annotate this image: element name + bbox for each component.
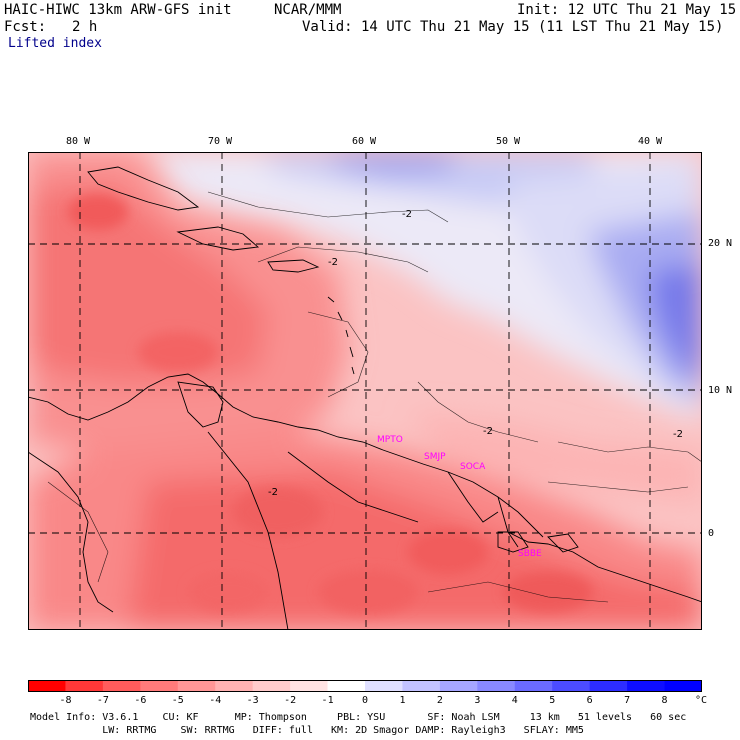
colorbar-cell (552, 680, 591, 692)
init-time: Init: 12 UTC Thu 21 May 15 (517, 2, 737, 18)
colorbar-cell (327, 680, 366, 692)
colorbar-tick-label: -7 (96, 695, 109, 706)
colorbar-cell (290, 680, 329, 692)
forecast-hours: 2 h (72, 19, 98, 35)
colorbar-cell (664, 680, 702, 692)
colorbar-tick-label: -3 (246, 695, 259, 706)
station-label: MPTO (377, 435, 403, 445)
colorbar-cell (477, 680, 516, 692)
model-info-line2: LW: RRTMG SW: RRTMG DIFF: full KM: 2D Sm… (30, 725, 584, 736)
colorbar-cell (252, 680, 291, 692)
colorbar-tick-label: 0 (362, 695, 369, 706)
colorbar-tick-label: 1 (399, 695, 406, 706)
model-info-line1: Model Info: V3.6.1 CU: KF MP: Thompson P… (30, 712, 687, 723)
colorbar-cell (627, 680, 666, 692)
colorbar-cell (140, 680, 179, 692)
colorbar-tick-label: 2 (436, 695, 443, 706)
field-name: Lifted index (8, 36, 102, 51)
lon-label-70w: 70 W (208, 136, 233, 147)
valid-time: Valid: 14 UTC Thu 21 May 15 (11 LST Thu … (302, 19, 724, 35)
colorbar-cell (28, 680, 66, 692)
colorbar-cell (215, 680, 254, 692)
station-label: SOCA (460, 462, 486, 472)
colorbar-cell (65, 680, 104, 692)
colorbar-tick-label: -5 (171, 695, 184, 706)
colorbar-tick-label: -8 (59, 695, 72, 706)
coastlines (28, 166, 702, 630)
colorbar-cell (177, 680, 216, 692)
station-label: SBBE (518, 549, 542, 559)
colorbar-tick-label: 8 (661, 695, 668, 706)
model-title: HAIC-HIWC 13km ARW-GFS init (4, 2, 232, 18)
lat-label-0: 0 (708, 528, 715, 539)
colorbar-tick-label: 6 (586, 695, 593, 706)
colorbar-tick-label: 5 (549, 695, 556, 706)
map-frame (28, 152, 702, 630)
forecast-label: Fcst: (4, 19, 47, 35)
lon-label-50w: 50 W (496, 136, 521, 147)
org-label: NCAR/MMM (274, 2, 342, 18)
colorbar-cell (102, 680, 141, 692)
station-label: SMJP (424, 452, 446, 462)
lon-label-40w: 40 W (638, 136, 663, 147)
colorbar-cell (439, 680, 478, 692)
contour-label: -2 (483, 426, 493, 437)
colorbar-cell (402, 680, 441, 692)
colorbar-tick-label: -4 (209, 695, 222, 706)
colorbar-cell (589, 680, 628, 692)
colorbar-cell (365, 680, 403, 692)
lon-label-60w: 60 W (352, 136, 377, 147)
lat-lon-grid (28, 152, 702, 630)
lon-label-80w: 80 W (66, 136, 91, 147)
lifted-index-map: -2 -2 -2 -2 -2 MPTO SMJP SOCA SBBE (28, 152, 702, 630)
colorbar-tick-label: -1 (321, 695, 334, 706)
contours (47, 191, 702, 603)
colorbar-tick-label: 3 (474, 695, 481, 706)
colorbar-tick-label: 4 (511, 695, 518, 706)
contour-label: -2 (268, 487, 278, 498)
colorbar (28, 680, 702, 692)
strong-instability-cells (68, 194, 593, 614)
lat-label-20n: 20 N (708, 238, 733, 249)
lat-label-10n: 10 N (708, 385, 733, 396)
contour-label: -2 (402, 209, 412, 220)
colorbar-cell (514, 680, 553, 692)
colorbar-unit: °C (695, 695, 708, 706)
contour-label: -2 (673, 429, 683, 440)
colorbar-tick-label: -2 (284, 695, 297, 706)
colorbar-tick-label: 7 (624, 695, 631, 706)
contour-label: -2 (328, 257, 338, 268)
colorbar-tick-label: -6 (134, 695, 147, 706)
